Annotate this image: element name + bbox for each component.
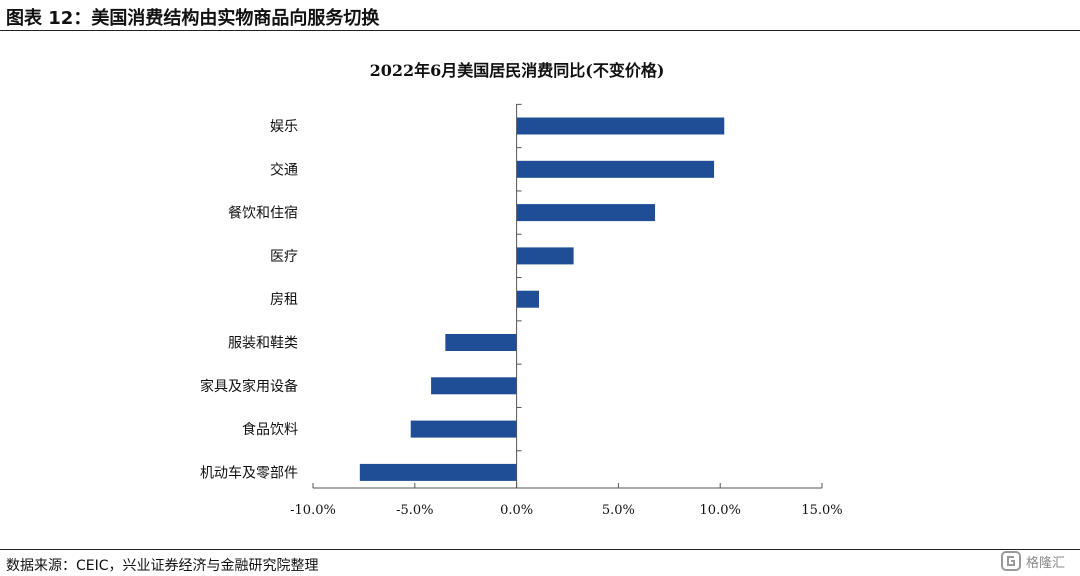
bar-3 [516,247,574,265]
x-tick-label-5: 15.0% [801,503,842,518]
bar-2 [516,204,656,222]
watermark-text: 格隆汇 [1026,556,1066,571]
x-tick-label-1: -5.0% [396,503,433,518]
category-label-8: 机动车及零部件 [200,464,298,481]
axes-group [312,103,823,489]
category-label-3: 医疗 [270,249,298,265]
bottom-rule [0,549,1080,550]
bar-chart: 2022年6月美国居民消费同比(不变价格) 娱乐交通餐饮和住宿医疗房租服装和鞋类… [200,61,843,518]
category-label-7: 食品饮料 [242,421,298,438]
bar-4 [516,290,539,308]
bar-5 [445,334,517,351]
category-label-0: 娱乐 [270,119,298,135]
category-label-6: 家具及家用设备 [200,378,298,395]
category-label-5: 服装和鞋类 [228,336,298,352]
chart-title: 2022年6月美国居民消费同比(不变价格) [370,61,665,80]
source-note: 数据来源：CEIC，兴业证券经济与金融研究院整理 [6,558,319,574]
top-rule [0,30,1080,31]
bar-1 [516,160,715,178]
figure-header: 图表 12：美国消费结构由实物商品向服务切换 [0,0,1080,32]
bar-8 [359,463,517,481]
bar-7 [410,420,517,438]
x-tick-label-2: 0.0% [500,503,533,518]
x-tick-label-0: -10.0% [290,503,336,518]
bar-0 [516,117,725,135]
category-label-1: 交通 [270,161,298,178]
category-label-4: 房租 [270,292,298,308]
logo-icon [1001,551,1021,571]
figure-title: 图表 12：美国消费结构由实物商品向服务切换 [6,8,380,29]
bar-6 [431,377,517,395]
x-tick-label-4: 10.0% [700,503,741,518]
x-tick-label-3: 5.0% [602,503,635,518]
watermark-logo: 格隆汇 [1000,549,1076,573]
x-tick-labels: -10.0% -5.0% 0.0% 5.0% 10.0% 15.0% [290,503,843,518]
category-label-2: 餐饮和住宿 [228,205,298,222]
bars-group [359,117,725,481]
